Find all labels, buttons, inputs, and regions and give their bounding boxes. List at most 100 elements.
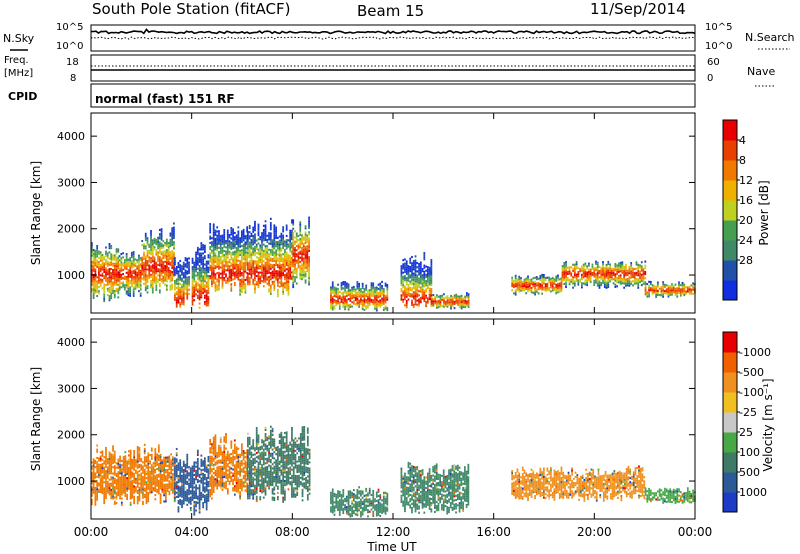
echo-cell xyxy=(250,247,253,250)
echo-cell xyxy=(129,474,132,477)
echo-cell xyxy=(171,264,174,267)
echo-cell xyxy=(619,270,622,273)
echo-cell xyxy=(99,474,102,477)
echo-cell xyxy=(520,277,522,280)
echo-cell xyxy=(302,253,305,256)
echo-cell xyxy=(94,254,97,257)
echo-cell xyxy=(140,468,143,471)
echo-cell xyxy=(402,263,405,266)
echo-cell xyxy=(146,268,149,271)
echo-cell xyxy=(136,446,139,449)
echo-cell xyxy=(120,464,123,467)
echo-cell xyxy=(94,256,97,259)
echo-cell xyxy=(374,288,376,291)
echo-cell xyxy=(153,271,156,274)
echo-cell xyxy=(120,482,123,485)
echo-cell xyxy=(211,255,213,258)
echo-cell xyxy=(244,251,247,254)
echo-cell xyxy=(414,296,417,300)
echo-cell xyxy=(342,297,345,300)
echo-cell xyxy=(558,290,561,293)
echo-cell xyxy=(568,283,571,286)
echo-cell xyxy=(150,474,153,477)
echo-cell xyxy=(414,299,417,302)
echo-cell xyxy=(450,294,452,297)
echo-cell xyxy=(91,503,93,506)
echo-cell xyxy=(94,287,97,290)
echo-cell xyxy=(269,251,272,254)
echo-cell xyxy=(282,263,285,266)
echo-cell xyxy=(630,261,633,265)
echo-cell xyxy=(195,274,197,277)
echo-cell xyxy=(92,477,95,480)
echo-cell xyxy=(171,254,174,257)
echo-cell xyxy=(248,276,251,280)
echo-cell xyxy=(523,289,526,292)
echo-cell xyxy=(302,236,305,239)
echo-cell xyxy=(402,282,405,285)
echo-cell xyxy=(195,257,197,260)
echo-cell xyxy=(112,497,114,500)
echo-cell xyxy=(98,269,100,272)
echo-cell xyxy=(182,282,185,285)
echo-cell xyxy=(181,300,183,303)
echo-cell xyxy=(404,264,406,267)
echo-cell xyxy=(147,460,150,463)
echo-cell xyxy=(646,291,649,294)
echo-cell xyxy=(308,268,310,271)
echo-cell xyxy=(112,495,114,498)
echo-cell xyxy=(223,279,226,282)
echo-cell xyxy=(250,245,253,248)
y-tick-label: 3000 xyxy=(57,176,85,189)
echo-cell xyxy=(285,282,288,285)
echo-cell xyxy=(99,488,102,491)
echo-cell xyxy=(113,500,116,503)
echo-cell xyxy=(285,274,288,277)
echo-cell xyxy=(158,235,161,238)
echo-cell xyxy=(164,244,166,247)
echo-cell xyxy=(228,267,231,270)
echo-cell xyxy=(419,286,422,289)
echo-cell xyxy=(513,292,515,295)
echo-cell xyxy=(151,283,154,286)
echo-cell xyxy=(221,242,224,245)
echo-cell xyxy=(299,271,302,274)
echo-cell xyxy=(292,227,295,230)
echo-cell xyxy=(584,270,587,273)
echo-cell xyxy=(94,474,97,477)
echo-cell xyxy=(372,295,375,298)
echo-cell xyxy=(105,459,107,462)
echo-cell xyxy=(603,271,606,274)
echo-cell xyxy=(358,295,361,298)
echo-cell xyxy=(250,259,253,263)
echo-cell xyxy=(126,470,128,473)
echo-cell xyxy=(235,274,238,277)
echo-cell xyxy=(614,267,617,270)
echo-cell xyxy=(131,256,133,259)
echo-cell xyxy=(143,464,146,467)
echo-cell xyxy=(219,256,222,259)
echo-cell xyxy=(143,468,146,471)
echo-cell xyxy=(169,257,172,260)
echo-cell xyxy=(368,291,371,294)
echo-cell xyxy=(242,283,245,286)
echo-cell xyxy=(225,281,227,284)
echo-cell xyxy=(157,486,160,489)
echo-cell xyxy=(414,290,417,293)
echo-cell xyxy=(94,499,97,502)
echo-cell xyxy=(127,273,130,276)
echo-cell xyxy=(603,267,606,270)
echo-cell xyxy=(232,247,234,250)
echo-cell xyxy=(129,472,132,475)
echo-cell xyxy=(266,265,269,269)
echo-cell xyxy=(379,288,382,291)
echo-cell xyxy=(235,234,238,237)
echo-cell xyxy=(275,255,277,258)
echo-cell xyxy=(103,460,106,463)
echo-cell xyxy=(232,228,234,231)
echo-cell xyxy=(108,295,111,298)
echo-cell xyxy=(132,282,135,285)
echo-cell xyxy=(193,272,196,275)
echo-cell xyxy=(465,300,468,303)
echo-cell xyxy=(537,286,540,289)
